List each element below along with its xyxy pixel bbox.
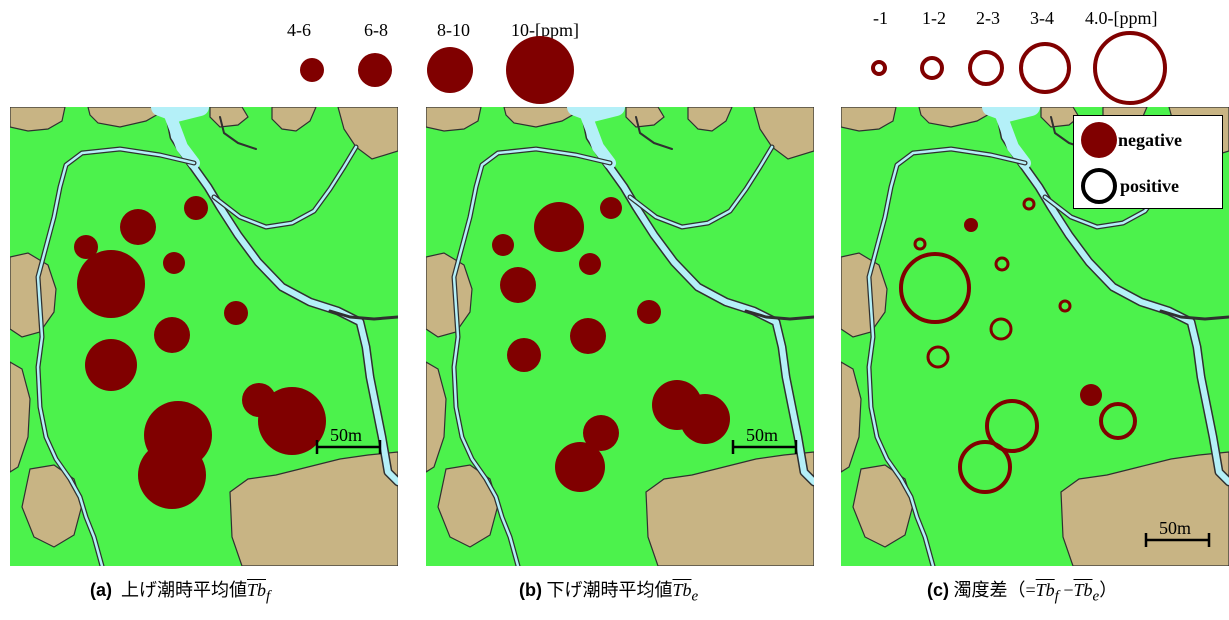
scale-bar-c: 50m bbox=[1144, 518, 1211, 547]
inset-positive-label: positive bbox=[1120, 176, 1179, 196]
caption-a-sub: f bbox=[266, 588, 271, 605]
marker-a-2 bbox=[184, 196, 208, 220]
legend-filled-label-3: 8-10 bbox=[437, 20, 470, 40]
marker-b-3 bbox=[492, 234, 514, 256]
inset-positive-marker bbox=[1081, 168, 1117, 204]
scale-bar-label-b: 50m bbox=[746, 425, 778, 445]
marker-c-6 bbox=[1058, 299, 1072, 313]
marker-b-12 bbox=[555, 442, 605, 492]
legend-open-label-1: -1 bbox=[873, 8, 888, 28]
markers-b bbox=[492, 197, 730, 492]
caption-c-sub1: f bbox=[1054, 588, 1059, 605]
map-c: 50m bbox=[841, 107, 1229, 566]
legend-open-circle-5 bbox=[1093, 31, 1167, 105]
marker-c-9 bbox=[1080, 384, 1102, 406]
caption-b: (b) 下げ潮時平均値Tbe bbox=[519, 576, 698, 606]
caption-c: (c) 濁度差（=Tbf −Tbe） bbox=[927, 576, 1117, 606]
marker-a-12 bbox=[138, 441, 206, 509]
map-panel-c: 50m negative positive bbox=[841, 107, 1229, 566]
caption-c-text: 濁度差（= bbox=[953, 580, 1036, 600]
legend-filled-circle-1 bbox=[300, 58, 324, 82]
marker-c-10 bbox=[1099, 402, 1137, 440]
scale-bar-label-c: 50m bbox=[1159, 518, 1191, 538]
marker-c-3 bbox=[913, 237, 927, 251]
marker-b-1 bbox=[534, 202, 584, 252]
marker-c-2 bbox=[964, 218, 978, 232]
legend-open-circles bbox=[871, 31, 1167, 105]
marker-a-3 bbox=[74, 235, 98, 259]
caption-b-label: (b) bbox=[519, 580, 542, 600]
marker-b-8 bbox=[507, 338, 541, 372]
marker-a-1 bbox=[120, 209, 156, 245]
marker-a-4 bbox=[163, 252, 185, 274]
legend-filled-circle-4 bbox=[506, 36, 574, 104]
marker-c-5 bbox=[899, 252, 971, 324]
legend-open-label-3: 2-3 bbox=[976, 8, 1000, 28]
map-b: 50m bbox=[426, 107, 814, 566]
marker-a-7 bbox=[154, 317, 190, 353]
marker-c-1 bbox=[1022, 197, 1036, 211]
scale-bar-b: 50m bbox=[731, 425, 798, 454]
caption-a-text: 上げ潮時平均値 bbox=[121, 580, 247, 600]
legend-filled-label-4: 10-[ppm] bbox=[511, 20, 579, 40]
map-panel-a: 50m bbox=[10, 107, 398, 566]
marker-b-6 bbox=[637, 300, 661, 324]
scale-bar-a: 50m bbox=[315, 425, 382, 454]
marker-a-6 bbox=[224, 301, 248, 325]
markers-a bbox=[74, 196, 326, 509]
legend-open-label-5: 4.0-[ppm] bbox=[1085, 8, 1158, 28]
markers-c bbox=[899, 197, 1137, 494]
marker-b-4 bbox=[579, 253, 601, 275]
marker-b-2 bbox=[600, 197, 622, 219]
caption-a-tb: Tb bbox=[247, 580, 267, 600]
marker-a-8 bbox=[85, 339, 137, 391]
legend-filled-circle-2 bbox=[358, 53, 392, 87]
caption-c-tb1: Tb bbox=[1035, 580, 1055, 600]
marker-b-5 bbox=[500, 267, 536, 303]
marker-a-5 bbox=[77, 250, 145, 318]
caption-c-minus: − bbox=[1063, 580, 1074, 600]
inset-negative-marker bbox=[1081, 122, 1117, 158]
scale-bar-label-a: 50m bbox=[330, 425, 362, 445]
marker-c-8 bbox=[926, 345, 950, 369]
marker-c-7 bbox=[989, 317, 1013, 341]
legend-filled-circle-3 bbox=[427, 47, 473, 93]
legend-open-label-4: 3-4 bbox=[1030, 8, 1054, 28]
marker-a-10 bbox=[258, 387, 326, 455]
legend-open-circle-2 bbox=[920, 56, 944, 80]
marker-b-10 bbox=[680, 394, 730, 444]
map-panel-b: 50m bbox=[426, 107, 814, 566]
caption-c-close: ） bbox=[1099, 580, 1118, 600]
marker-b-7 bbox=[570, 318, 606, 354]
legend-open-circle-4 bbox=[1019, 42, 1071, 94]
marker-c-12 bbox=[958, 440, 1012, 494]
caption-b-text: 下げ潮時平均値 bbox=[546, 580, 673, 600]
marker-c-4 bbox=[994, 256, 1010, 272]
legend-filled-label-2: 6-8 bbox=[364, 20, 388, 40]
caption-b-tb: Tb bbox=[672, 580, 692, 600]
map-a: 50m bbox=[10, 107, 398, 566]
inset-legend-graphic: negative positive bbox=[1081, 122, 1182, 204]
legend-filled-circles bbox=[300, 36, 574, 104]
caption-a-label: (a) bbox=[90, 580, 112, 600]
marker-b-11 bbox=[583, 415, 619, 451]
legend-filled-label-1: 4-6 bbox=[287, 20, 311, 40]
caption-c-tb2: Tb bbox=[1073, 580, 1093, 600]
caption-c-label: (c) bbox=[927, 580, 949, 600]
caption-a: (a) 上げ潮時平均値Tbf bbox=[90, 576, 270, 606]
inset-negative-label: negative bbox=[1118, 130, 1182, 150]
legend-open-label-2: 1-2 bbox=[922, 8, 946, 28]
caption-b-sub: e bbox=[691, 588, 699, 605]
caption-c-sub2: e bbox=[1092, 588, 1100, 605]
inset-legend: negative positive bbox=[1073, 115, 1223, 209]
marker-c-11 bbox=[985, 399, 1039, 453]
legend-open-circle-3 bbox=[968, 50, 1004, 86]
legend-open-circle-1 bbox=[871, 60, 887, 76]
